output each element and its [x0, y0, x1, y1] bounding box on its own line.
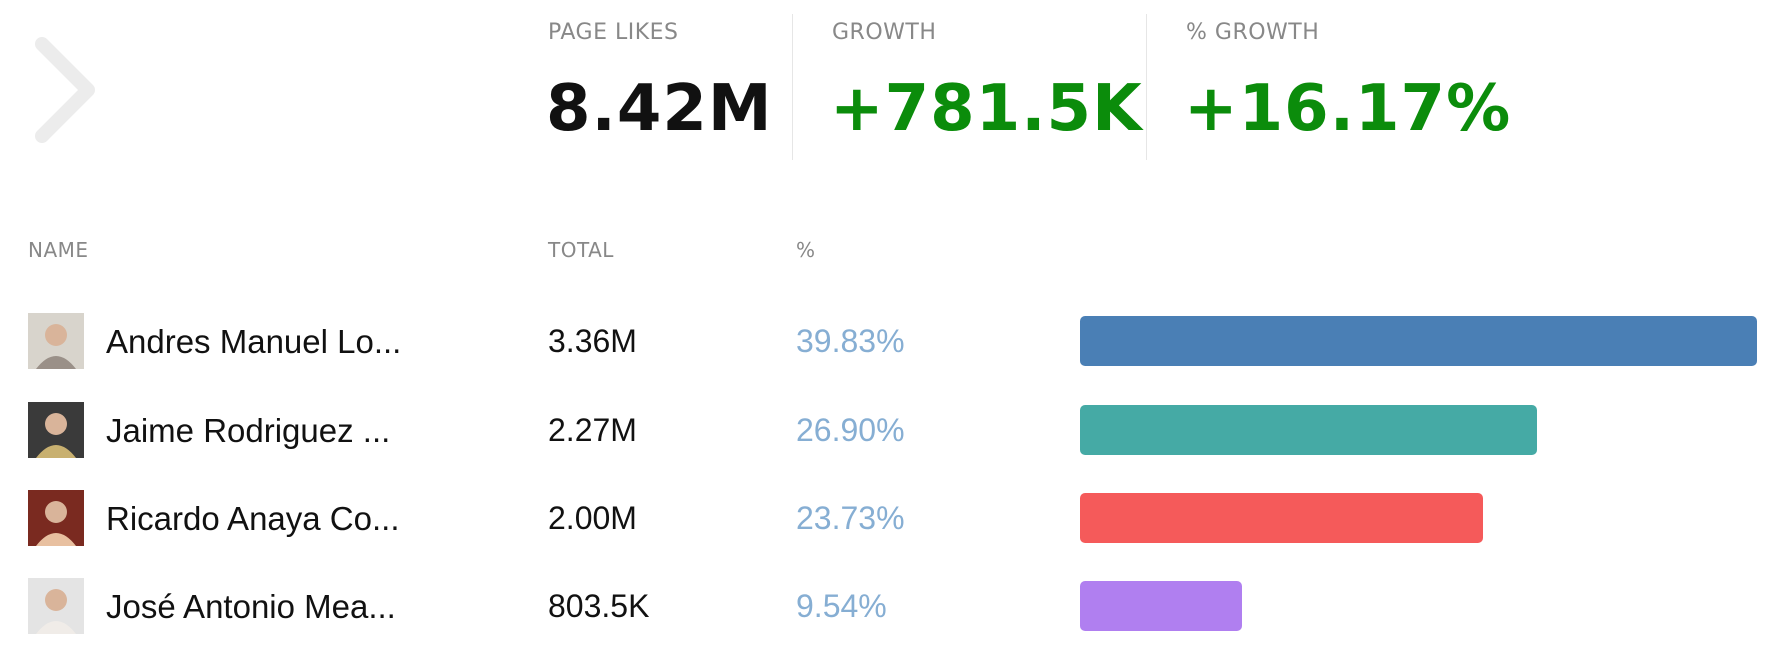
- column-header: NAME: [28, 238, 89, 262]
- table-row[interactable]: Andres Manuel Lo... 3.36M 39.83%: [0, 311, 1780, 371]
- avatar-image: [28, 578, 84, 634]
- avatar: [28, 313, 84, 369]
- row-total: 2.00M: [548, 500, 637, 536]
- share-bar: [1080, 581, 1243, 631]
- avatar: [28, 402, 84, 458]
- row-name: Andres Manuel Lo...: [106, 323, 402, 360]
- chevron-icon: [35, 37, 95, 143]
- stat-value: 8.42M: [546, 72, 773, 146]
- avatar-image: [28, 490, 84, 546]
- divider: [1146, 14, 1147, 160]
- row-percent: 23.73%: [796, 500, 905, 536]
- stat-value: +781.5K: [830, 72, 1143, 146]
- stat-label: PAGE LIKES: [548, 20, 679, 45]
- row-percent: 26.90%: [796, 412, 905, 448]
- avatar-image: [28, 402, 84, 458]
- table-row[interactable]: Ricardo Anaya Co... 2.00M 23.73%: [0, 488, 1780, 548]
- table-row[interactable]: Jaime Rodriguez ... 2.27M 26.90%: [0, 400, 1780, 460]
- stat-label: % GROWTH: [1186, 20, 1320, 45]
- share-bar: [1080, 316, 1758, 366]
- stat-value: +16.17%: [1184, 72, 1512, 146]
- row-percent: 39.83%: [796, 323, 905, 359]
- share-bar: [1080, 405, 1538, 455]
- row-total: 3.36M: [548, 323, 637, 359]
- divider: [792, 14, 793, 160]
- column-header: %: [796, 238, 816, 262]
- back-chevron[interactable]: [30, 36, 100, 144]
- row-name: Jaime Rodriguez ...: [106, 412, 391, 449]
- row-name: José Antonio Mea...: [106, 588, 396, 625]
- row-total: 803.5K: [548, 588, 650, 624]
- avatar-image: [28, 313, 84, 369]
- row-name: Ricardo Anaya Co...: [106, 500, 400, 537]
- share-bar: [1080, 493, 1484, 543]
- row-total: 2.27M: [548, 412, 637, 448]
- table-row[interactable]: José Antonio Mea... 803.5K 9.54%: [0, 576, 1780, 636]
- avatar: [28, 490, 84, 546]
- row-percent: 9.54%: [796, 588, 887, 624]
- column-header: TOTAL: [548, 238, 614, 262]
- avatar: [28, 578, 84, 634]
- stat-label: GROWTH: [832, 20, 937, 45]
